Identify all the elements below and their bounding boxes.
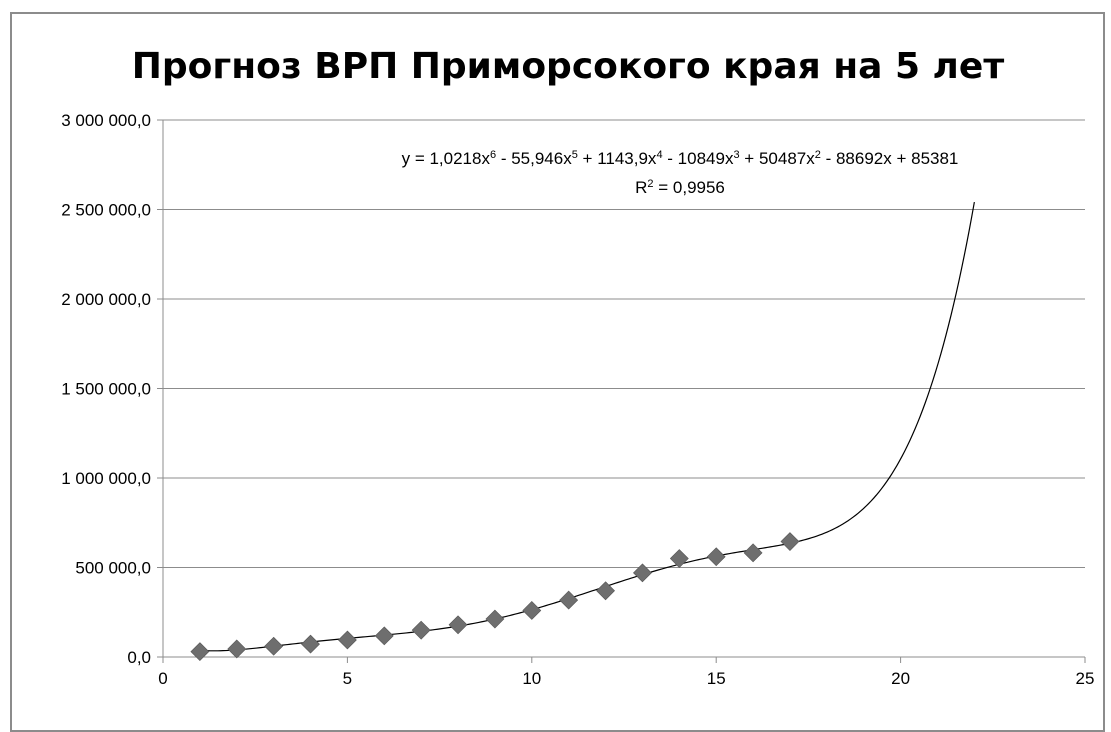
x-tick-label: 25 (1076, 669, 1095, 688)
chart-canvas: Прогноз ВРП Приморсокого края на 5 лет 0… (61, 46, 1094, 688)
y-tick-labels: 0,0 500 000,0 1 000 000,0 1 500 000,0 2 000 … (61, 111, 151, 667)
data-point-marker (411, 620, 431, 640)
x-tick-label: 20 (891, 669, 910, 688)
chart-frame (10, 12, 1105, 732)
x-tick-label: 0 (158, 669, 167, 688)
y-gridlines (163, 119, 1085, 568)
data-point-marker (669, 549, 689, 568)
data-point-marker (264, 636, 284, 656)
x-tick-label: 10 (522, 669, 541, 688)
x-tick-labels: 0 5 10 15 20 25 (158, 669, 1094, 688)
data-point-marker (596, 581, 615, 601)
x-tick-label: 5 (343, 669, 352, 688)
y-tick-label: 3 000 000,0 (61, 111, 151, 130)
y-tick-label: 1 500 000,0 (61, 380, 151, 399)
data-point-marker (485, 609, 505, 629)
data-point-marker (780, 532, 800, 551)
y-tick-label: 0,0 (127, 648, 151, 667)
x-tick-label: 15 (707, 669, 726, 688)
data-point-marker (301, 634, 320, 654)
data-point-marker (559, 590, 579, 610)
data-points (190, 532, 800, 662)
trendline-equation: y = 1,0218x6 - 55,946x5 + 1143,9x4 - 108… (402, 149, 959, 168)
y-tick-label: 1 000 000,0 (61, 469, 151, 488)
data-point-marker (190, 642, 210, 662)
y-tick-label: 2 500 000,0 (61, 201, 151, 220)
y-tick-label: 2 000 000,0 (61, 290, 151, 309)
data-point-marker (522, 601, 542, 620)
y-tick-label: 500 000,0 (75, 559, 151, 578)
data-point-marker (337, 630, 357, 650)
data-point-marker (448, 615, 468, 635)
data-point-marker (374, 626, 394, 646)
chart-title: Прогноз ВРП Приморсокого края на 5 лет (132, 46, 1005, 87)
data-point-marker (706, 547, 726, 567)
data-point-marker (633, 563, 652, 583)
polynomial-trendline (199, 201, 975, 652)
axes (157, 119, 1086, 663)
data-point-marker (743, 543, 763, 563)
r-squared-label: R2 = 0,9956 (635, 178, 725, 197)
trendline-group (199, 201, 975, 652)
data-point-marker (227, 639, 247, 659)
